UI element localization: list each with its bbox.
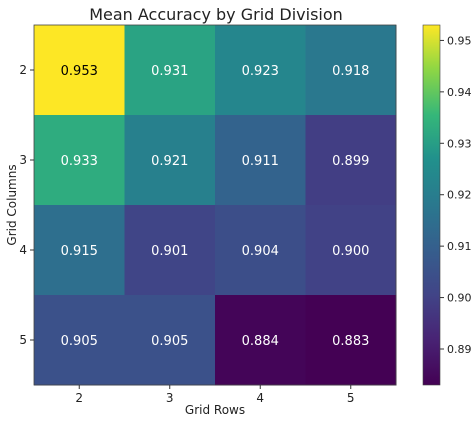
heatmap-cell — [34, 205, 125, 296]
cell-value-label: 0.900 — [332, 244, 369, 259]
x-tick-label: 5 — [347, 391, 355, 405]
plot-frame — [33, 24, 397, 386]
heatmap-cell — [124, 115, 216, 206]
colorbar-tick-label: 0.95 — [447, 34, 472, 47]
heatmap-cell — [34, 115, 125, 206]
x-axis-label: Grid Rows — [185, 403, 245, 417]
colorbar — [422, 24, 441, 386]
x-tick-label: 3 — [166, 391, 174, 405]
heatmap-cells: 0.953 0.931 0.923 0.918 0.933 0.921 0.911 0.899… — [34, 25, 397, 386]
x-tick-label: 2 — [75, 391, 83, 405]
y-tick-label: 3 — [19, 153, 27, 167]
x-axis-ticks: 2 3 4 5 — [75, 385, 355, 405]
cell-value-label: 0.918 — [332, 64, 369, 79]
heatmap-cell — [305, 115, 397, 206]
cell-value-label: 0.905 — [61, 334, 98, 349]
heatmap-cell — [34, 295, 125, 386]
colorbar-tick-label: 0.91 — [447, 240, 472, 253]
heatmap-cell — [305, 295, 397, 386]
y-axis-label: Grid Columns — [5, 164, 19, 245]
chart-title: Mean Accuracy by Grid Division — [89, 5, 343, 24]
cell-value-label: 0.953 — [61, 64, 98, 79]
colorbar-tick-label: 0.93 — [447, 137, 472, 150]
cell-value-label: 0.901 — [151, 244, 188, 259]
heatmap-cell — [305, 205, 397, 296]
cell-value-label: 0.931 — [151, 64, 188, 79]
heatmap-cell — [124, 25, 216, 116]
colorbar-tick-label: 0.89 — [447, 343, 472, 356]
y-tick-label: 5 — [19, 333, 27, 347]
colorbar-ticks: 0.89 0.90 0.91 0.92 0.93 0.94 0.95 — [440, 34, 472, 356]
heatmap-cell — [124, 205, 216, 296]
cell-value-label: 0.911 — [242, 154, 279, 169]
heatmap-cell — [34, 25, 125, 116]
colorbar-tick-label: 0.92 — [447, 189, 472, 202]
heatmap-cell — [215, 205, 306, 296]
cell-value-label: 0.884 — [242, 334, 279, 349]
heatmap-cell — [215, 295, 306, 386]
cell-value-label: 0.904 — [242, 244, 279, 259]
heatmap-cell — [124, 295, 216, 386]
cell-value-label: 0.923 — [242, 64, 279, 79]
heatmap-cell — [215, 25, 306, 116]
y-axis-ticks: 2 3 4 5 — [19, 63, 34, 347]
heatmap-cell — [305, 25, 397, 116]
cell-value-label: 0.915 — [61, 244, 98, 259]
cell-value-label: 0.883 — [332, 334, 369, 349]
cell-value-label: 0.933 — [61, 154, 98, 169]
y-tick-label: 2 — [19, 63, 27, 77]
colorbar-tick-label: 0.94 — [447, 86, 472, 99]
cell-value-label: 0.921 — [151, 154, 188, 169]
colorbar-tick-label: 0.90 — [447, 292, 472, 305]
cell-value-label: 0.905 — [151, 334, 188, 349]
heatmap-cell — [215, 115, 306, 206]
x-tick-label: 4 — [256, 391, 264, 405]
cell-value-label: 0.899 — [332, 154, 369, 169]
y-tick-label: 4 — [19, 243, 27, 257]
